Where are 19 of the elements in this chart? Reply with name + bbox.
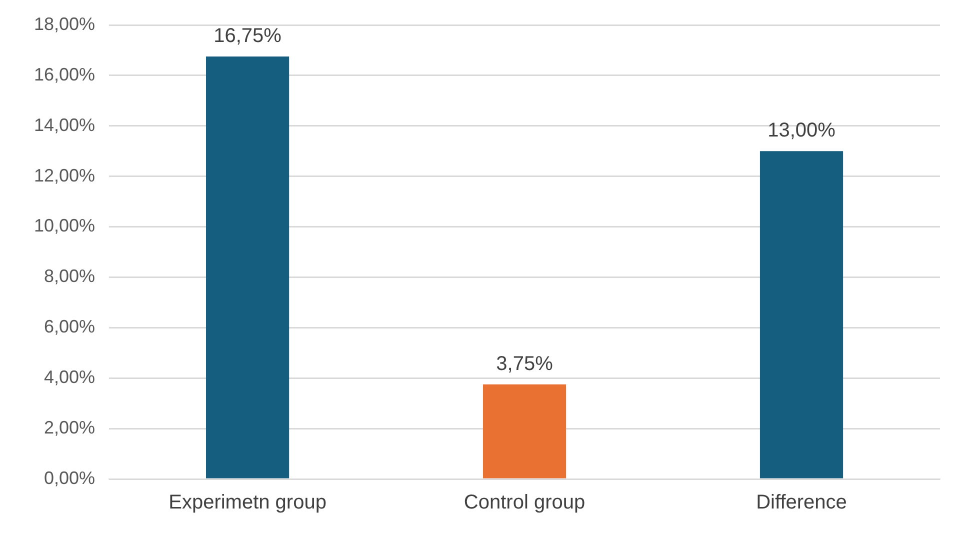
y-tick-label: 0,00% <box>44 468 96 488</box>
y-tick-label: 16,00% <box>34 64 96 84</box>
data-label: 3,75% <box>496 352 554 375</box>
data-label: 13,00% <box>768 120 836 142</box>
bar <box>206 56 290 478</box>
bar <box>482 384 566 478</box>
bar <box>760 151 844 478</box>
x-tick-label: Experimetn group <box>168 492 326 514</box>
data-label: 16,75% <box>214 25 282 48</box>
y-tick-label: 8,00% <box>44 266 96 286</box>
y-tick-label: 6,00% <box>44 316 96 337</box>
y-tick-label: 10,00% <box>34 216 96 236</box>
y-tick-label: 14,00% <box>34 114 96 135</box>
y-tick-label: 12,00% <box>34 165 96 186</box>
y-tick-label: 4,00% <box>44 367 96 388</box>
x-tick-label: Control group <box>464 492 586 514</box>
x-tick-label: Difference <box>756 492 847 514</box>
y-tick-label: 18,00% <box>34 14 96 34</box>
y-tick-label: 2,00% <box>44 418 96 438</box>
